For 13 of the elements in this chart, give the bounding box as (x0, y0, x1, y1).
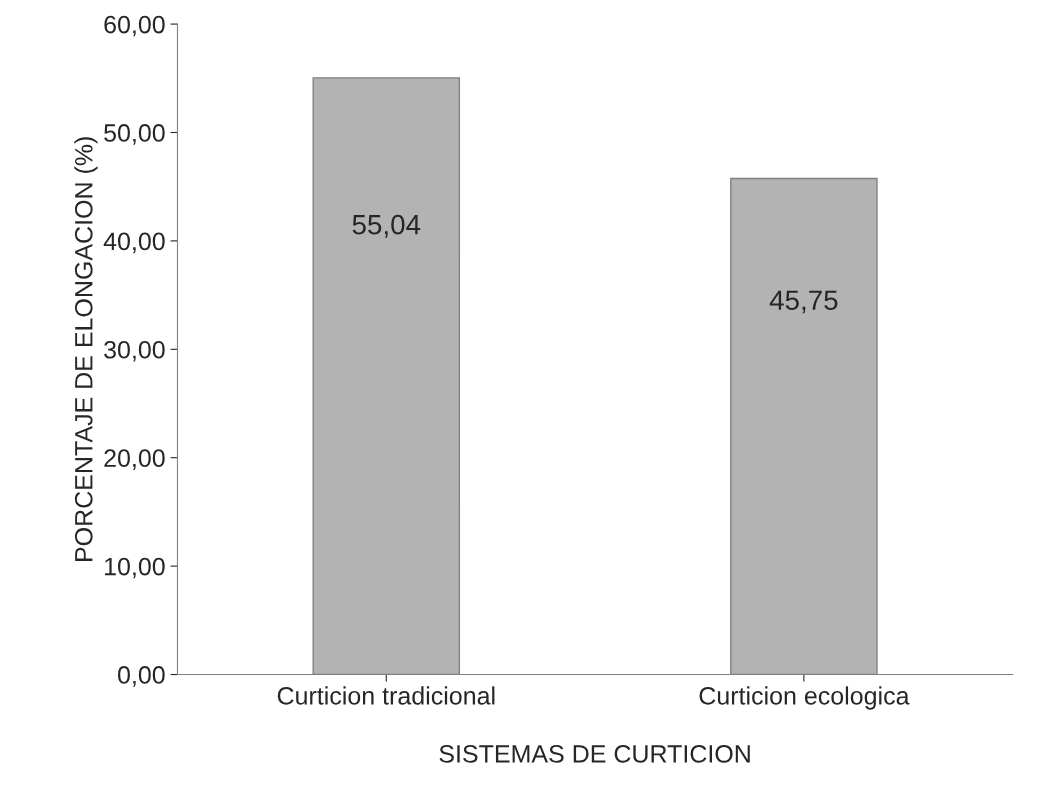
y-tick-label: 40,00 (103, 232, 165, 254)
y-tick-label: 30,00 (104, 340, 165, 362)
y-axis-title: PORCENTAJE DE ELONGACION (%) (74, 137, 98, 561)
y-tick-label: 60,00 (104, 15, 165, 37)
x-tick-label: Curticion tradicional (277, 686, 495, 705)
x-axis-title: SISTEMAS DE CURTICION (439, 745, 750, 763)
data-label: 55,04 (352, 214, 421, 238)
y-tick-label: 50,00 (104, 124, 165, 145)
data-label: 45,75 (769, 290, 838, 314)
y-tick-label: 0,00 (118, 666, 165, 687)
y-tick-label: 20,00 (104, 449, 165, 470)
x-tick-label: Curticion ecologica (699, 686, 910, 710)
y-tick-label: 10,00 (105, 557, 165, 579)
